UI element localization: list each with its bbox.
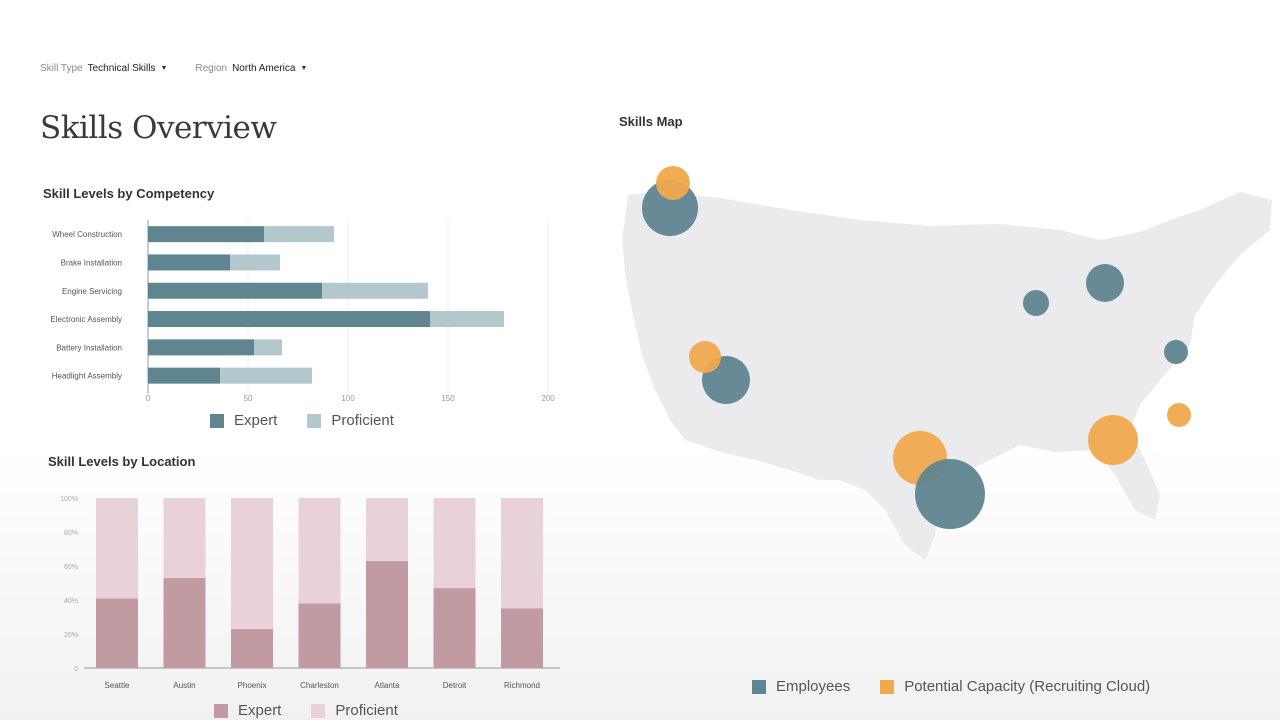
- region-filter-label: Region: [195, 63, 228, 74]
- skills-map: [622, 166, 1272, 560]
- employees-bubble[interactable]: [915, 459, 985, 529]
- category-label: Atlanta: [375, 681, 400, 690]
- y-tick-label: 0: [74, 666, 78, 673]
- legend-label-potential-capacity: Potential Capacity (Recruiting Cloud): [904, 678, 1151, 695]
- legend-label-proficient: Proficient: [331, 412, 394, 429]
- bar-expert[interactable]: [501, 608, 543, 669]
- bar-expert[interactable]: [231, 628, 273, 668]
- employees-bubble[interactable]: [1164, 340, 1188, 364]
- legend-item-proficient[interactable]: Proficient: [307, 412, 394, 429]
- bar-expert[interactable]: [298, 603, 341, 668]
- competency-chart-title: Skill Levels by Competency: [43, 186, 215, 201]
- bar-proficient[interactable]: [366, 498, 408, 561]
- chevron-down-icon: ▼: [300, 65, 308, 72]
- location-chart: 0 20% 40% 60% 80% 100% Seattle Austin Phoenix Cha…: [60, 496, 560, 690]
- region-filter[interactable]: Region North America ▼: [195, 63, 307, 74]
- potential-capacity-bubble[interactable]: [689, 341, 721, 373]
- bar-proficient[interactable]: [254, 339, 282, 356]
- skill-type-filter-value: Technical Skills: [87, 63, 156, 74]
- bar-proficient[interactable]: [322, 282, 428, 299]
- potential-capacity-bubble[interactable]: [656, 166, 690, 200]
- category-label: Austin: [173, 681, 195, 690]
- category-label: Engine Servicing: [62, 287, 122, 296]
- filter-bar: Skill Type Technical Skills ▼ Region Nor…: [40, 63, 307, 74]
- category-label: Wheel Construction: [52, 230, 122, 239]
- bar-proficient[interactable]: [430, 311, 504, 328]
- region-filter-value: North America: [232, 63, 296, 74]
- bar-proficient[interactable]: [433, 498, 476, 589]
- employees-bubble[interactable]: [1086, 264, 1124, 302]
- category-label: Richmond: [504, 681, 540, 690]
- y-tick-label: 20%: [64, 632, 78, 639]
- legend-item-employees[interactable]: Employees: [752, 678, 850, 695]
- bar-expert[interactable]: [148, 367, 220, 384]
- legend-item-potential-capacity[interactable]: Potential Capacity (Recruiting Cloud): [880, 678, 1150, 695]
- legend-label-expert: Expert: [238, 702, 282, 719]
- bar-proficient[interactable]: [298, 498, 341, 604]
- skill-type-filter[interactable]: Skill Type Technical Skills ▼: [40, 63, 167, 74]
- potential-capacity-bubble[interactable]: [1167, 403, 1191, 427]
- x-tick-label: 100: [341, 394, 355, 403]
- bar-expert[interactable]: [163, 577, 206, 668]
- category-label: Seattle: [105, 681, 130, 690]
- expert-swatch: [214, 703, 228, 718]
- legend-label-proficient: Proficient: [335, 702, 398, 719]
- page-title: Skills Overview: [40, 110, 277, 146]
- y-tick-label: 100%: [60, 496, 78, 503]
- expert-swatch: [210, 413, 224, 428]
- employees-bubble[interactable]: [1023, 290, 1049, 316]
- category-label: Brake Installation: [61, 258, 122, 267]
- bar-proficient[interactable]: [231, 498, 273, 629]
- bar-expert[interactable]: [96, 598, 138, 668]
- category-label: Phoenix: [238, 681, 267, 690]
- category-label: Electronic Assembly: [50, 315, 122, 324]
- chevron-down-icon: ▼: [160, 65, 168, 72]
- legend-label-employees: Employees: [776, 678, 851, 695]
- potential-capacity-bubble[interactable]: [1088, 415, 1138, 465]
- employees-swatch: [752, 679, 766, 694]
- y-tick-label: 60%: [64, 564, 78, 571]
- legend-item-proficient[interactable]: Proficient: [311, 702, 398, 719]
- x-tick-label: 50: [244, 394, 253, 403]
- skill-type-filter-label: Skill Type: [40, 63, 83, 74]
- competency-chart: 0 50 100 150 200 Wheel Construction Brake Inst…: [50, 220, 555, 403]
- bar-proficient[interactable]: [220, 367, 312, 384]
- bar-expert[interactable]: [148, 254, 230, 271]
- bar-proficient[interactable]: [163, 498, 206, 578]
- location-legend: Expert Proficient: [214, 702, 398, 719]
- bar-expert[interactable]: [148, 282, 322, 299]
- bar-expert[interactable]: [148, 311, 430, 328]
- bar-expert[interactable]: [148, 339, 254, 356]
- category-label: Battery Installation: [56, 343, 122, 352]
- category-label: Charleston: [300, 681, 339, 690]
- bar-proficient[interactable]: [501, 498, 543, 609]
- legend-label-expert: Expert: [234, 412, 278, 429]
- x-tick-label: 0: [146, 394, 151, 403]
- y-tick-label: 80%: [64, 530, 78, 537]
- bar-proficient[interactable]: [230, 254, 280, 271]
- bar-expert[interactable]: [148, 226, 264, 243]
- bar-proficient[interactable]: [264, 226, 334, 243]
- proficient-swatch: [307, 413, 322, 428]
- x-tick-label: 150: [441, 394, 455, 403]
- competency-legend: Expert Proficient: [210, 412, 394, 429]
- category-label: Headlight Assembly: [52, 372, 122, 381]
- map-legend: Employees Potential Capacity (Recruiting…: [752, 678, 1150, 695]
- bar-proficient[interactable]: [96, 498, 138, 599]
- map-bubbles: [642, 166, 1191, 529]
- legend-item-expert[interactable]: Expert: [210, 412, 277, 429]
- y-tick-label: 40%: [64, 598, 78, 605]
- bar-expert[interactable]: [366, 560, 408, 668]
- potential-capacity-swatch: [880, 679, 895, 694]
- category-label: Detroit: [443, 681, 467, 690]
- proficient-swatch: [311, 703, 326, 718]
- bar-expert[interactable]: [433, 588, 476, 668]
- location-chart-title: Skill Levels by Location: [48, 454, 196, 469]
- x-tick-label: 200: [541, 394, 555, 403]
- legend-item-expert[interactable]: Expert: [214, 702, 281, 719]
- skills-map-title: Skills Map: [619, 114, 683, 129]
